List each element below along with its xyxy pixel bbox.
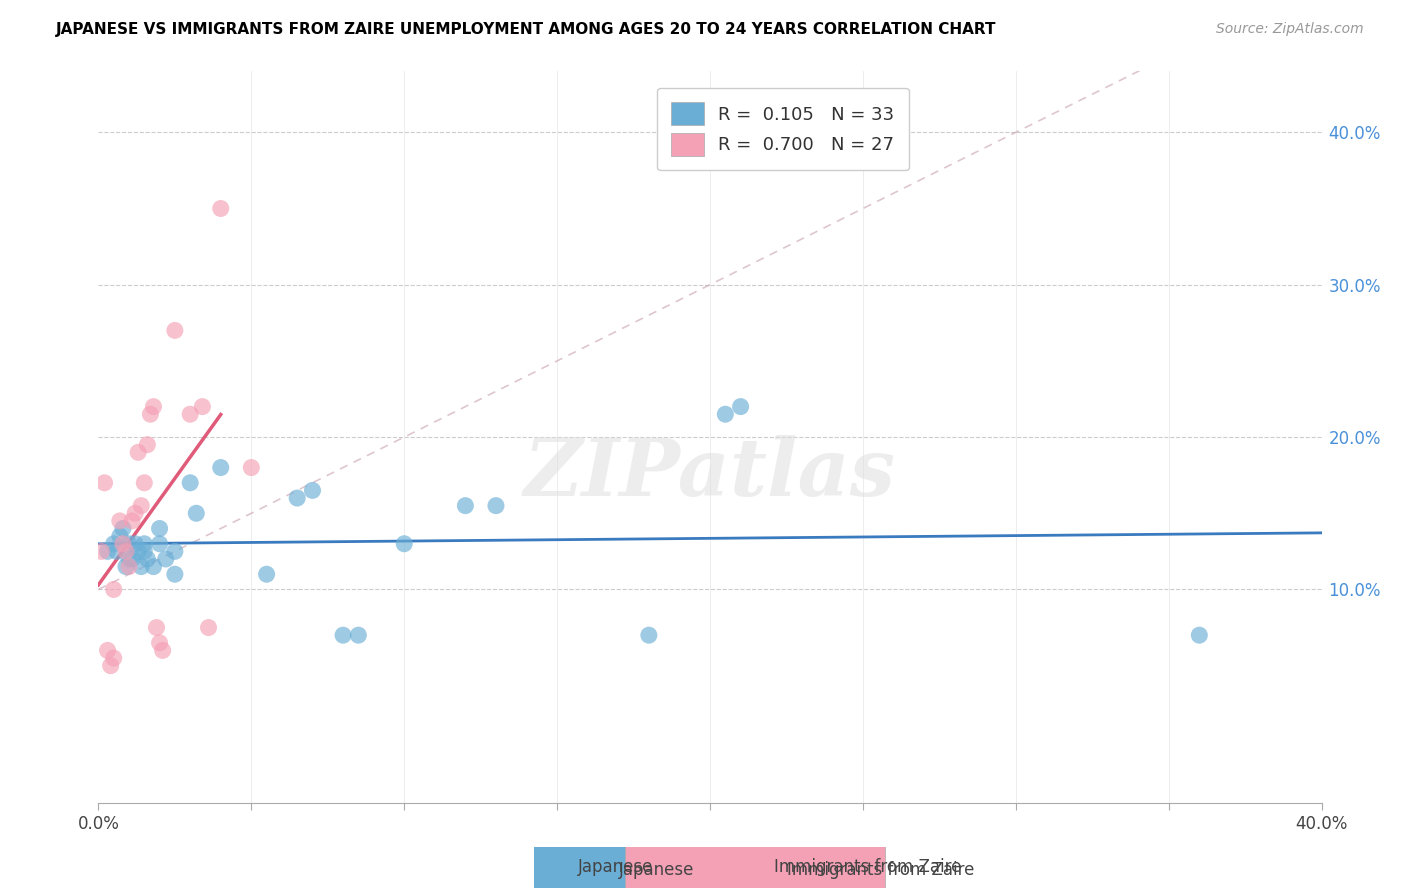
Point	[179, 407, 201, 421]
Point	[124, 506, 146, 520]
Point	[108, 529, 131, 543]
Point	[485, 499, 508, 513]
Point	[134, 537, 156, 551]
Point	[191, 400, 214, 414]
Point	[179, 475, 201, 490]
Point	[730, 400, 752, 414]
Text: ZIPatlas: ZIPatlas	[524, 435, 896, 512]
Point	[115, 544, 138, 558]
Point	[103, 582, 125, 597]
Point	[127, 544, 149, 558]
Point	[136, 438, 159, 452]
Point	[127, 445, 149, 459]
Text: Source: ZipAtlas.com: Source: ZipAtlas.com	[1216, 22, 1364, 37]
Point	[209, 202, 232, 216]
Point	[134, 475, 156, 490]
Point	[118, 552, 141, 566]
Point	[129, 559, 152, 574]
Text: JAPANESE VS IMMIGRANTS FROM ZAIRE UNEMPLOYMENT AMONG AGES 20 TO 24 YEARS CORRELA: JAPANESE VS IMMIGRANTS FROM ZAIRE UNEMPL…	[56, 22, 997, 37]
Point	[392, 537, 416, 551]
Point	[111, 537, 134, 551]
Point	[118, 537, 141, 551]
Text: Immigrants from Zaire: Immigrants from Zaire	[775, 858, 962, 877]
Point	[163, 544, 186, 558]
Point	[134, 544, 156, 558]
Point	[121, 514, 143, 528]
Point	[163, 323, 186, 337]
Point	[103, 651, 125, 665]
Text: Japanese: Japanese	[619, 861, 695, 879]
Point	[149, 521, 172, 535]
Point	[197, 621, 219, 635]
Point	[124, 537, 146, 551]
Point	[186, 506, 208, 520]
Point	[105, 544, 128, 558]
Point	[118, 559, 141, 574]
Point	[97, 643, 120, 657]
Point	[256, 567, 278, 582]
Point	[139, 407, 162, 421]
Point	[142, 400, 165, 414]
FancyBboxPatch shape	[427, 844, 688, 892]
Point	[332, 628, 354, 642]
Point	[209, 460, 232, 475]
Point	[714, 407, 737, 421]
Point	[136, 552, 159, 566]
Point	[285, 491, 308, 505]
Point	[93, 475, 115, 490]
Point	[108, 514, 131, 528]
Point	[149, 537, 172, 551]
Point	[145, 621, 167, 635]
Point	[637, 628, 661, 642]
Point	[152, 643, 174, 657]
Text: Japanese: Japanese	[578, 858, 652, 877]
Point	[90, 544, 112, 558]
Point	[1188, 628, 1211, 642]
Point	[97, 544, 120, 558]
Point	[149, 636, 172, 650]
Point	[155, 552, 177, 566]
Point	[240, 460, 263, 475]
Point	[129, 499, 152, 513]
Point	[111, 521, 134, 535]
Point	[142, 559, 165, 574]
Point	[100, 658, 122, 673]
Point	[301, 483, 323, 498]
Point	[103, 537, 125, 551]
Point	[115, 559, 138, 574]
Point	[163, 567, 186, 582]
FancyBboxPatch shape	[624, 844, 884, 892]
Legend: R =  0.105   N = 33, R =  0.700   N = 27: R = 0.105 N = 33, R = 0.700 N = 27	[657, 87, 908, 170]
Text: Immigrants from Zaire: Immigrants from Zaire	[787, 861, 974, 879]
Point	[454, 499, 477, 513]
Point	[347, 628, 370, 642]
Point	[121, 552, 143, 566]
